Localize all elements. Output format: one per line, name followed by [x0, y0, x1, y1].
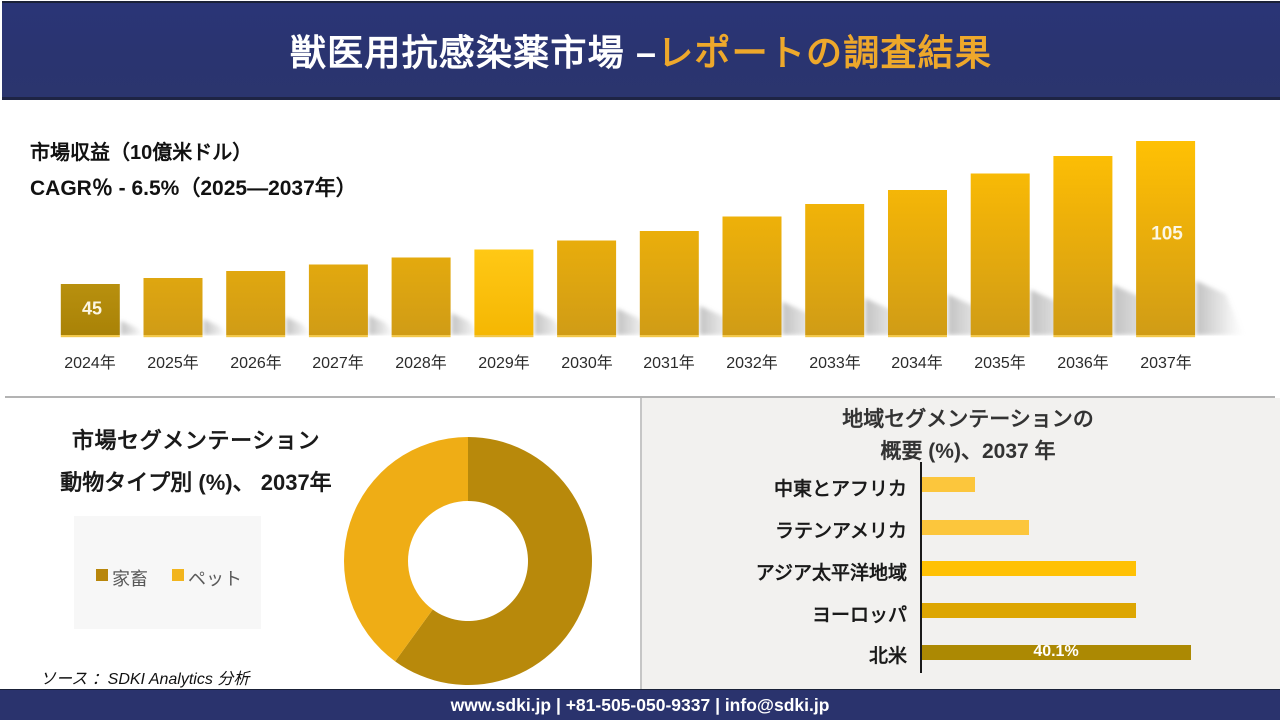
svg-text:105: 105: [1151, 224, 1183, 245]
svg-text:45: 45: [82, 299, 102, 319]
